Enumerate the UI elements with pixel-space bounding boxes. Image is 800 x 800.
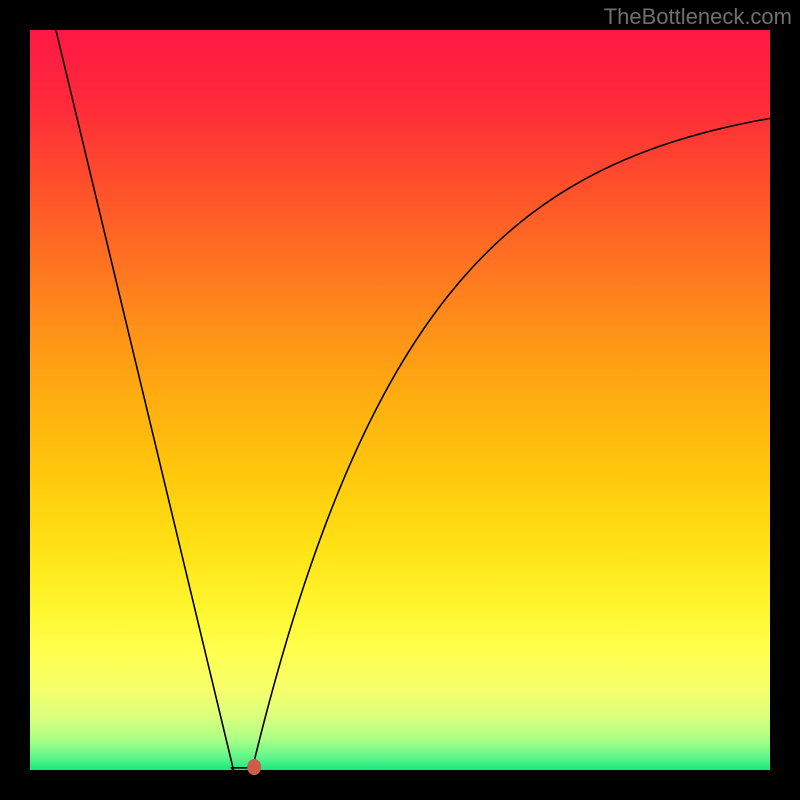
chart-container: TheBottleneck.com <box>0 0 800 800</box>
chart-svg <box>0 0 800 800</box>
optimum-marker <box>247 759 261 775</box>
chart-plot-area <box>30 30 770 770</box>
